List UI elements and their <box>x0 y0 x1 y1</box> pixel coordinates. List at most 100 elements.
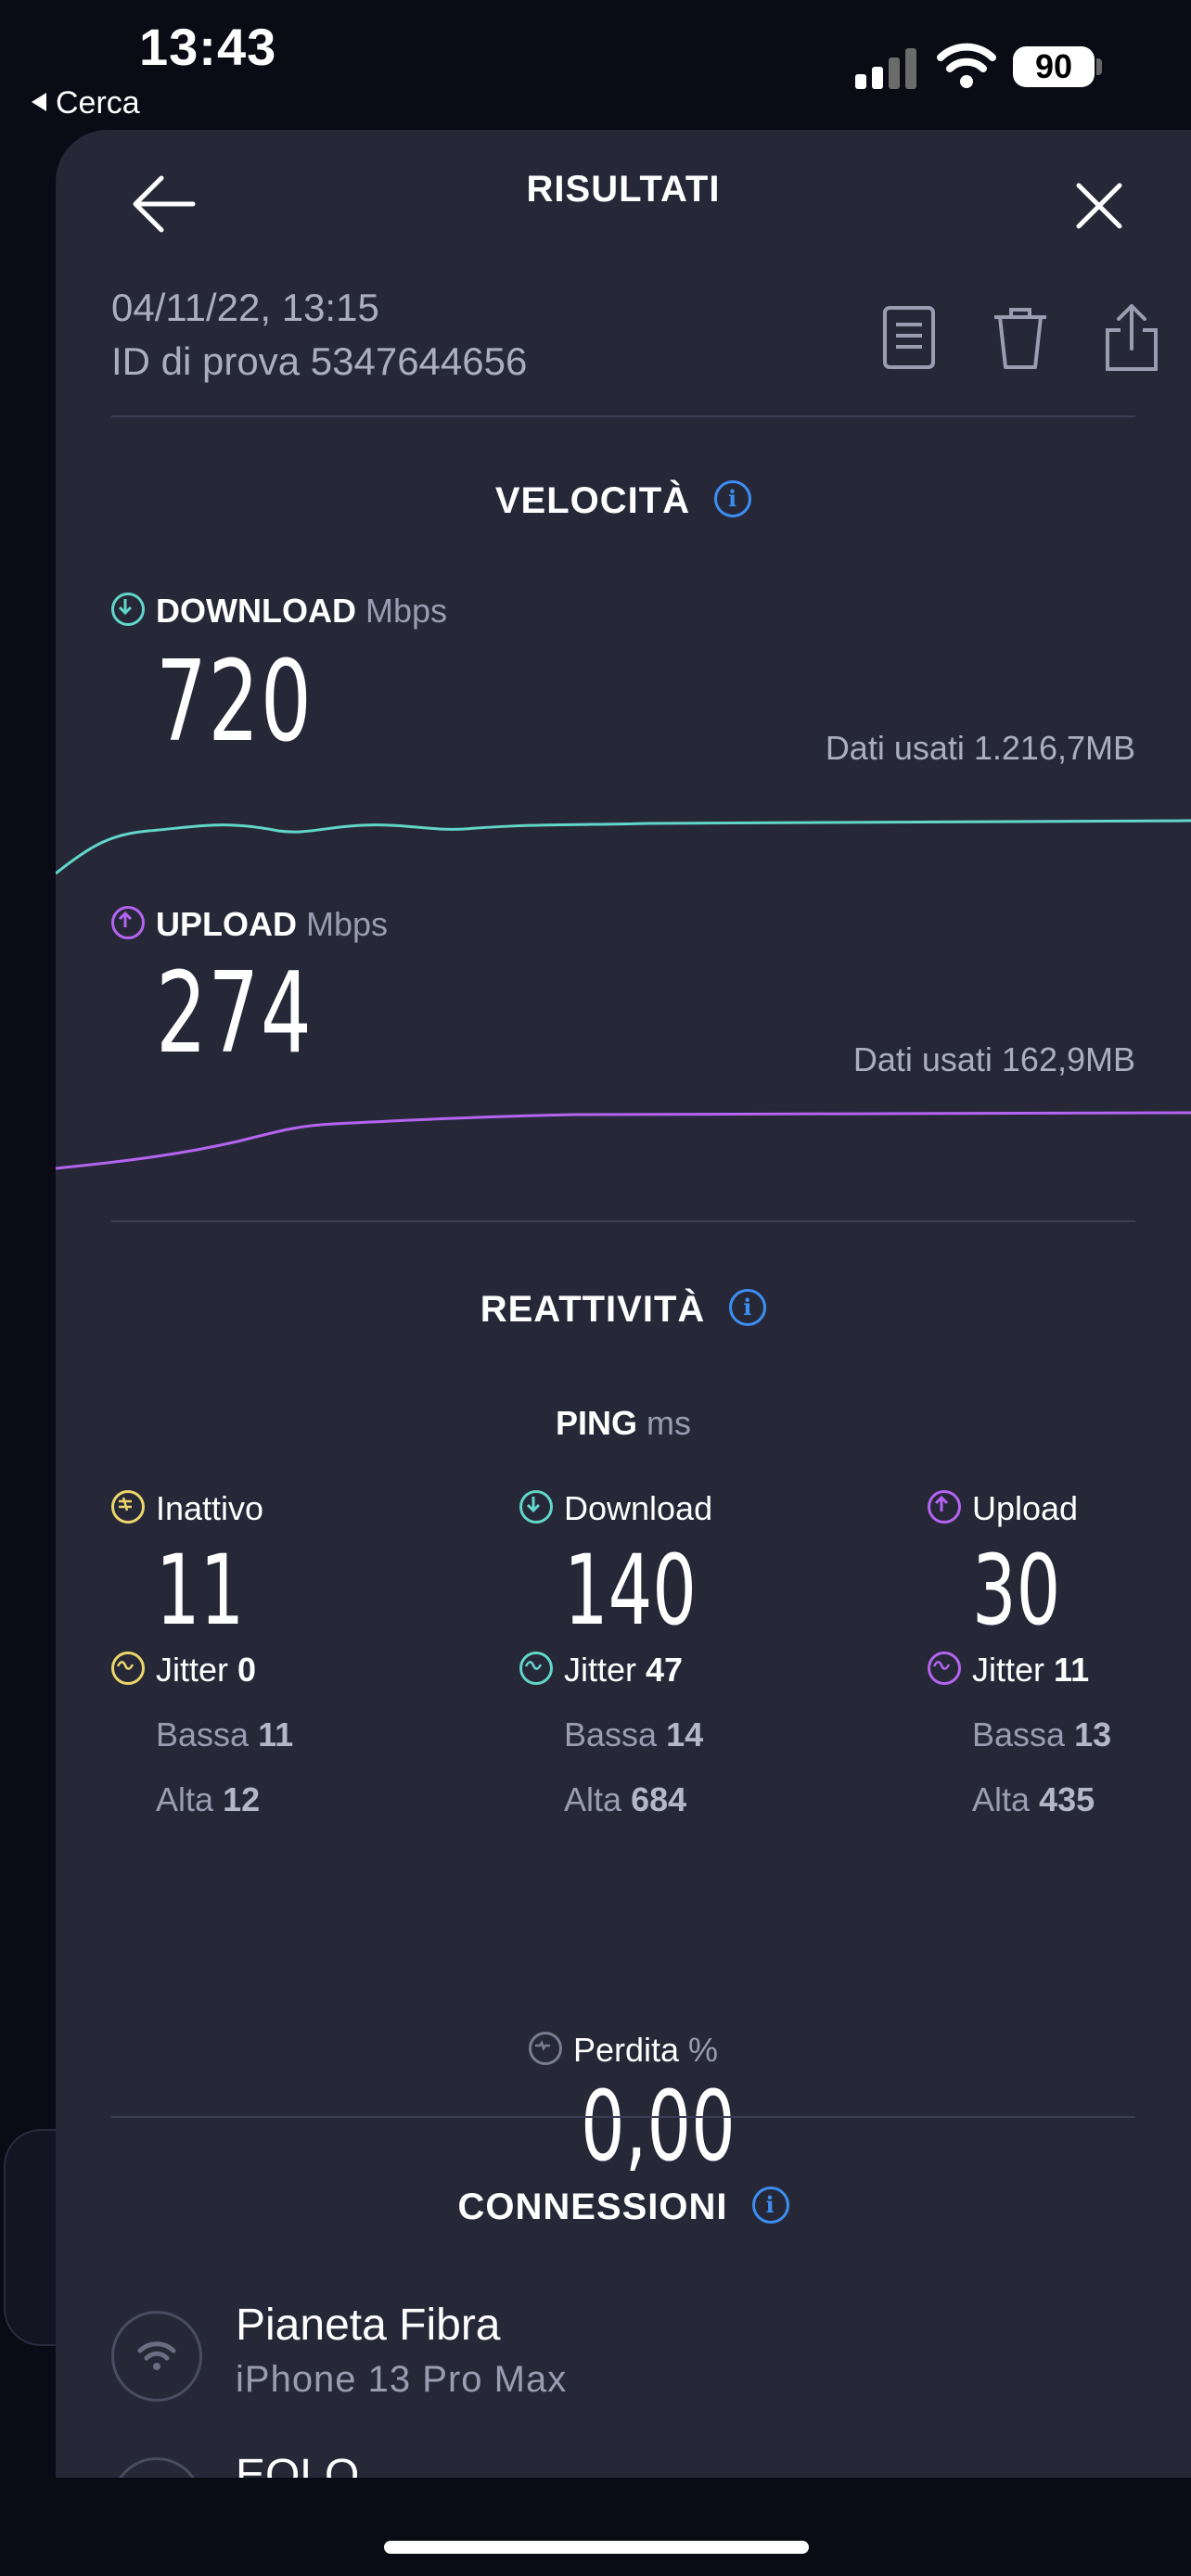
packet-loss-label: Perdita % <box>56 2031 1191 2070</box>
download-arrow-icon <box>519 1490 553 1524</box>
download-data-used: Dati usati 1.216,7MB <box>825 729 1135 767</box>
upload-high-value: 435 <box>1039 1780 1095 1818</box>
jitter-label: Jitter <box>972 1651 1045 1689</box>
idle-low: Bassa 11 <box>156 1715 445 1754</box>
low-label: Bassa <box>564 1715 658 1753</box>
download-graph <box>56 819 1191 875</box>
ping-label: PING <box>555 1404 637 1442</box>
connection-provider-name: Pianeta Fibra <box>236 2301 501 2350</box>
info-icon[interactable]: i <box>714 480 752 518</box>
wifi-connection-icon <box>111 2311 202 2402</box>
upload-jitter-value: 11 <box>1054 1651 1090 1689</box>
upload-label-text: UPLOAD <box>156 905 297 943</box>
download-high: Alta 684 <box>564 1780 853 1819</box>
idle-label-text: Inattivo <box>156 1489 264 1527</box>
upload-data-used: Dati usati 162,9MB <box>852 1040 1135 1078</box>
back-to-app-link[interactable]: Cerca <box>32 85 140 121</box>
battery-indicator: 90 <box>1013 46 1095 87</box>
packet-loss-unit: % <box>688 2031 719 2069</box>
download-speed-value: 720 <box>156 638 314 767</box>
high-label: Alta <box>972 1780 1031 1818</box>
responsiveness-section-title: REATTIVITÀ i <box>56 1289 1191 1331</box>
upload-high: Alta 435 <box>972 1780 1191 1819</box>
jitter-icon <box>928 1651 961 1686</box>
download-label-text: DOWNLOAD <box>156 592 356 630</box>
download-label: DOWNLOAD Mbps <box>111 592 447 631</box>
idle-jitter-value: 0 <box>237 1651 257 1689</box>
download-low: Bassa 14 <box>564 1715 853 1754</box>
wifi-icon <box>937 43 996 88</box>
back-app-label: Cerca <box>56 85 140 121</box>
jitter-icon <box>111 1651 145 1686</box>
upload-arrow-icon <box>111 906 145 940</box>
upload-ping-label-text: Upload <box>972 1489 1079 1527</box>
ping-idle-column: Inattivo 11 Jitter 0 Bassa 11 Alta 12 <box>111 1489 445 1819</box>
upload-jitter: Jitter 11 <box>928 1651 1191 1690</box>
status-time: 13:43 <box>139 18 277 76</box>
idle-jitter: Jitter 0 <box>111 1651 445 1690</box>
download-arrow-icon <box>111 593 145 627</box>
ping-upload-column: Upload 30 Jitter 11 Bassa 13 Alta 435 <box>928 1489 1191 1819</box>
jitter-label: Jitter <box>156 1651 229 1689</box>
back-triangle-icon <box>32 93 46 112</box>
ping-idle-value: 11 <box>156 1534 245 1647</box>
share-icon[interactable] <box>1098 300 1165 375</box>
divider <box>111 2116 1135 2118</box>
upload-graph <box>56 1111 1191 1170</box>
download-jitter-value: 47 <box>646 1651 684 1689</box>
divider <box>111 415 1135 417</box>
responsiveness-title-text: REATTIVITÀ <box>480 1289 706 1330</box>
test-date: 04/11/22, 13:15 <box>111 286 379 329</box>
back-arrow-icon[interactable] <box>128 167 202 241</box>
upload-arrow-icon <box>928 1490 961 1524</box>
idle-high-value: 12 <box>223 1780 261 1818</box>
test-id: ID di prova 5347644656 <box>111 339 528 383</box>
idle-low-value: 11 <box>258 1715 294 1753</box>
speed-section-title: VELOCITÀ i <box>56 480 1191 522</box>
info-icon[interactable]: i <box>729 1289 767 1327</box>
ping-upload-label: Upload <box>928 1489 1191 1528</box>
ping-download-label: Download <box>519 1489 853 1528</box>
cellular-signal-icon <box>855 45 918 89</box>
upload-speed-value: 274 <box>156 950 314 1078</box>
packet-loss-value: 0,00 <box>581 2070 736 2183</box>
upload-low: Bassa 13 <box>972 1715 1191 1754</box>
ping-unit: ms <box>647 1404 692 1442</box>
page-title: RISULTATI <box>526 169 721 210</box>
connections-title-text: CONNESSIONI <box>457 2187 728 2227</box>
connection-device-name: iPhone 13 Pro Max <box>236 2359 568 2400</box>
upload-label: UPLOAD Mbps <box>111 905 388 944</box>
download-unit: Mbps <box>365 592 448 630</box>
divider <box>111 1220 1135 1222</box>
ping-header: PING ms <box>56 1404 1191 1443</box>
ping-idle-label: Inattivo <box>111 1489 445 1528</box>
connections-section-title: CONNESSIONI i <box>56 2187 1191 2228</box>
speed-title-text: VELOCITÀ <box>494 480 691 521</box>
trash-icon[interactable] <box>987 300 1054 375</box>
download-jitter: Jitter 47 <box>519 1651 853 1690</box>
idle-high: Alta 12 <box>156 1780 445 1819</box>
packet-loss-label-text: Perdita <box>572 2031 680 2069</box>
ping-upload-value: 30 <box>972 1534 1061 1647</box>
jitter-icon <box>519 1651 553 1686</box>
idle-icon <box>111 1490 145 1524</box>
upload-low-value: 13 <box>1074 1715 1112 1753</box>
download-ping-label-text: Download <box>564 1489 713 1527</box>
low-label: Bassa <box>972 1715 1066 1753</box>
info-icon[interactable]: i <box>751 2187 789 2225</box>
document-icon[interactable] <box>876 300 942 375</box>
packet-loss-icon <box>528 2032 562 2066</box>
low-label: Bassa <box>156 1715 250 1753</box>
results-sheet: RISULTATI 04/11/22, 13:15 ID di prova 53… <box>56 130 1191 2576</box>
sheet-bottom-mask <box>56 2478 1191 2576</box>
home-indicator[interactable] <box>384 2541 809 2554</box>
download-high-value: 684 <box>631 1780 687 1818</box>
ping-download-column: Download 140 Jitter 47 Bassa 14 Alta 684 <box>519 1489 853 1819</box>
close-icon[interactable] <box>1062 169 1136 243</box>
ping-download-value: 140 <box>564 1534 697 1647</box>
high-label: Alta <box>564 1780 622 1818</box>
high-label: Alta <box>156 1780 214 1818</box>
jitter-label: Jitter <box>564 1651 637 1689</box>
battery-tip <box>1096 58 1102 75</box>
download-low-value: 14 <box>666 1715 704 1753</box>
